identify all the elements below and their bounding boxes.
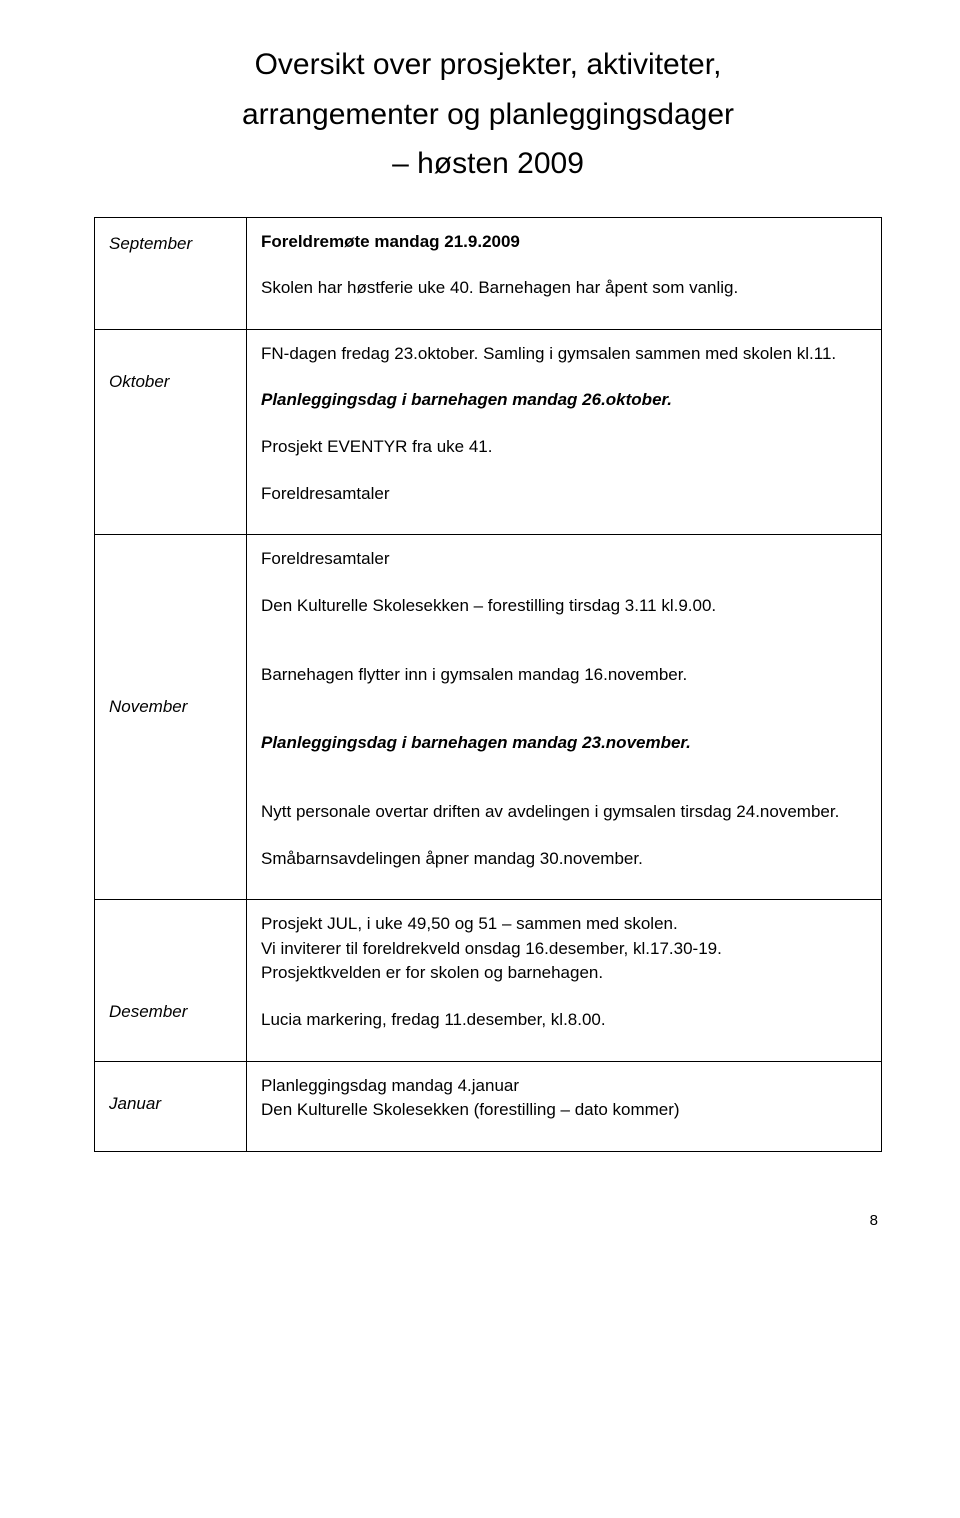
content-block: Lucia markering, fredag 11.desember, kl.… [261, 1008, 867, 1033]
content-block: FN-dagen fredag 23.oktober. Samling i gy… [261, 342, 867, 367]
content-block: Foreldresamtaler [261, 482, 867, 507]
month-content: Foreldresamtaler Den Kulturelle Skolesekk… [247, 535, 882, 900]
table-row: DesemberProsjekt JUL, i uke 49,50 og 51 … [95, 900, 882, 1062]
content-block: Planleggingsdag i barnehagen mandag 23.n… [261, 731, 867, 756]
content-block: Barnehagen flytter inn i gymsalen mandag… [261, 663, 867, 688]
month-label: Oktober [95, 329, 247, 535]
month-label: September [95, 217, 247, 329]
month-content: FN-dagen fredag 23.oktober. Samling i gy… [247, 329, 882, 535]
title-line-2: arrangementer og planleggingsdager [94, 90, 882, 140]
content-block: Nytt personale overtar driften av avdeli… [261, 800, 867, 825]
title-line-3: – høsten 2009 [94, 139, 882, 189]
page-number: 8 [94, 1212, 882, 1229]
month-label: Desember [95, 900, 247, 1062]
schedule-table: September Foreldremøte mandag 21.9.2009 Sk… [94, 217, 882, 1153]
month-content: Prosjekt JUL, i uke 49,50 og 51 – sammen… [247, 900, 882, 1062]
table-row: September Foreldremøte mandag 21.9.2009 Sk… [95, 217, 882, 329]
content-block: Foreldresamtaler [261, 547, 867, 572]
content-block: Skolen har høstferie uke 40. Barnehagen … [261, 276, 867, 301]
page-title: Oversikt over prosjekter, aktiviteter, a… [94, 40, 882, 189]
content-block: Småbarnsavdelingen åpner mandag 30.novem… [261, 847, 867, 872]
content-block: Den Kulturelle Skolesekken – forestillin… [261, 594, 867, 619]
content-block: Prosjekt EVENTYR fra uke 41. [261, 435, 867, 460]
month-label: Januar [95, 1061, 247, 1151]
table-row: Januar Planleggingsdag mandag 4.januar De… [95, 1061, 882, 1151]
content-block: Planleggingsdag mandag 4.januar Den Kult… [261, 1074, 867, 1123]
content-block: Planleggingsdag i barnehagen mandag 26.o… [261, 388, 867, 413]
title-line-1: Oversikt over prosjekter, aktiviteter, [94, 40, 882, 90]
table-row: Oktober FN-dagen fredag 23.oktober. Samli… [95, 329, 882, 535]
month-content: Planleggingsdag mandag 4.januar Den Kult… [247, 1061, 882, 1151]
month-label: November [95, 535, 247, 900]
month-content: Foreldremøte mandag 21.9.2009 Skolen har … [247, 217, 882, 329]
content-block: Prosjekt JUL, i uke 49,50 og 51 – sammen… [261, 912, 867, 986]
content-block: Foreldremøte mandag 21.9.2009 [261, 230, 867, 255]
table-row: November Foreldresamtaler Den Kulturelle S… [95, 535, 882, 900]
